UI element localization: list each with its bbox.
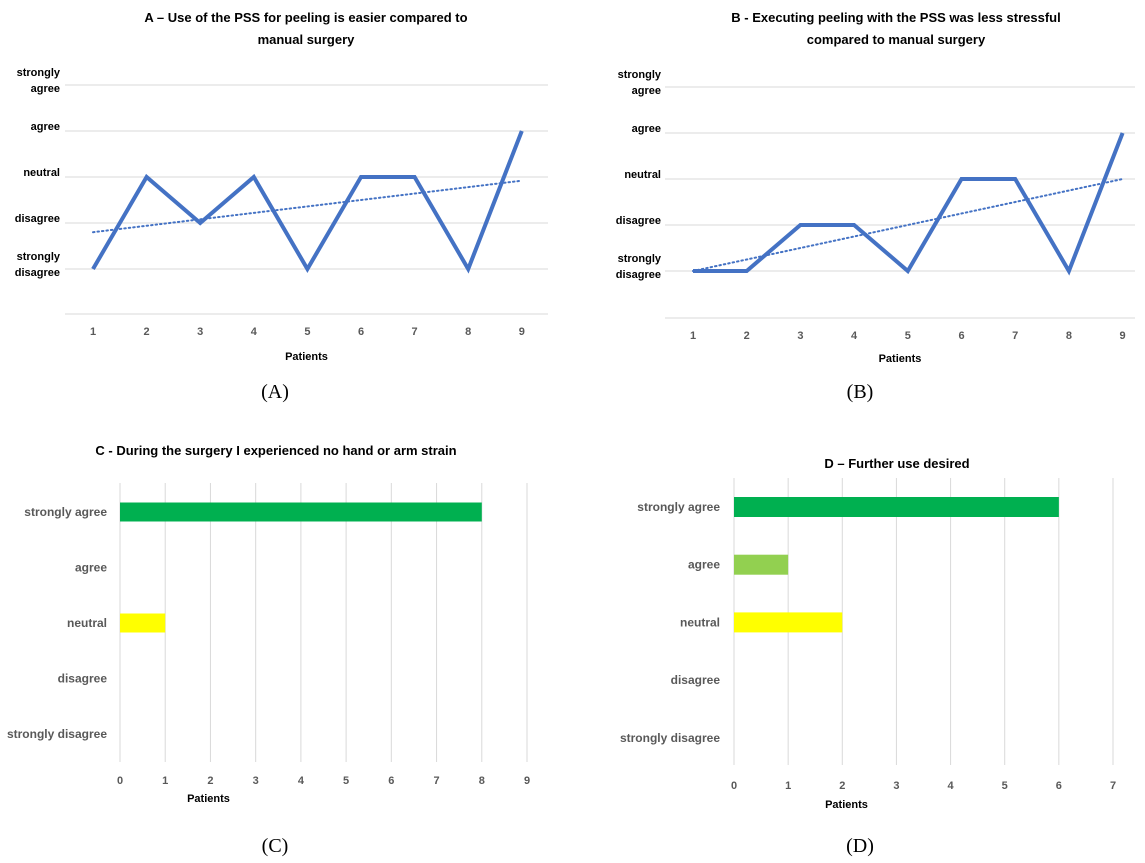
x-axis-label: Patients <box>285 351 328 363</box>
bar <box>734 497 1059 517</box>
x-tick-label: 7 <box>1110 780 1116 792</box>
bar <box>120 502 482 522</box>
x-tick-label: 8 <box>465 326 471 338</box>
x-tick-label: 4 <box>948 780 955 792</box>
x-tick-label: 3 <box>253 775 259 787</box>
x-tick-label: 1 <box>162 775 168 787</box>
bar <box>120 613 166 633</box>
y-tick-label: strongly <box>17 67 61 79</box>
y-tick-label: strongly agree <box>24 505 107 519</box>
x-tick-label: 6 <box>1056 780 1062 792</box>
x-tick-label: 3 <box>797 330 803 342</box>
y-tick-label: disagree <box>671 673 721 687</box>
x-tick-label: 7 <box>1012 330 1018 342</box>
x-tick-label: 2 <box>839 780 845 792</box>
chart-title-line: B - Executing peeling with the PSS was l… <box>731 10 1060 25</box>
x-tick-label: 6 <box>388 775 394 787</box>
y-tick-label: disagree <box>616 215 661 227</box>
x-tick-label: 2 <box>744 330 750 342</box>
chart-panel-b: B - Executing peeling with the PSS was l… <box>616 10 1135 403</box>
x-tick-label: 7 <box>412 326 418 338</box>
x-tick-label: 1 <box>690 330 696 342</box>
x-tick-label: 9 <box>524 775 530 787</box>
y-tick-label: agree <box>688 558 720 572</box>
y-tick-label: strongly disagree <box>620 731 720 745</box>
y-tick-label: disagree <box>616 269 661 281</box>
chart-title-line: compared to manual surgery <box>807 32 986 47</box>
x-tick-label: 0 <box>117 775 123 787</box>
chart-panel-a: A – Use of the PSS for peeling is easier… <box>15 10 548 403</box>
y-tick-label: agree <box>632 123 661 135</box>
x-tick-label: 5 <box>1002 780 1008 792</box>
chart-title-line: manual surgery <box>258 32 356 47</box>
y-tick-label: neutral <box>624 169 661 181</box>
series-line <box>693 132 1125 276</box>
x-tick-label: 8 <box>479 775 485 787</box>
panel-label: (A) <box>261 381 289 403</box>
y-tick-label: disagree <box>58 672 108 686</box>
x-tick-label: 9 <box>1120 330 1126 342</box>
x-tick-label: 6 <box>958 330 964 342</box>
trendline <box>92 179 523 234</box>
chart-title: C - During the surgery I experienced no … <box>95 443 456 458</box>
x-tick-label: 8 <box>1066 330 1072 342</box>
y-tick-label: agree <box>31 121 60 133</box>
y-tick-label: agree <box>632 85 661 97</box>
panel-label: (C) <box>262 835 289 857</box>
y-tick-label: disagree <box>15 267 60 279</box>
y-tick-label: disagree <box>15 213 60 225</box>
x-axis-label: Patients <box>187 793 230 805</box>
chart-title: D – Further use desired <box>824 456 969 471</box>
y-tick-label: agree <box>75 561 107 575</box>
chart-title-line: A – Use of the PSS for peeling is easier… <box>144 10 467 25</box>
bar <box>734 612 843 633</box>
panel-label: (B) <box>847 381 874 403</box>
x-tick-label: 9 <box>519 326 525 338</box>
x-tick-label: 0 <box>731 780 737 792</box>
x-tick-label: 4 <box>851 330 858 342</box>
x-tick-label: 3 <box>893 780 899 792</box>
x-tick-label: 3 <box>197 326 203 338</box>
panel-label: (D) <box>846 835 874 857</box>
y-tick-label: strongly agree <box>637 500 720 514</box>
x-tick-label: 2 <box>144 326 150 338</box>
bar <box>734 554 789 575</box>
x-tick-label: 1 <box>90 326 96 338</box>
series-line <box>91 130 524 274</box>
y-tick-label: strongly <box>618 253 662 265</box>
x-tick-label: 6 <box>358 326 364 338</box>
y-tick-label: agree <box>31 83 60 95</box>
y-tick-label: neutral <box>67 616 107 630</box>
y-tick-label: strongly <box>17 251 61 263</box>
chart-panel-d: D – Further use desired strongly agree agr… <box>620 456 1116 857</box>
x-tick-label: 5 <box>343 775 349 787</box>
x-tick-label: 5 <box>905 330 911 342</box>
x-axis-label: Patients <box>825 799 868 811</box>
x-tick-label: 5 <box>304 326 310 338</box>
x-tick-label: 4 <box>298 775 305 787</box>
x-axis-label: Patients <box>879 353 922 365</box>
x-tick-label: 4 <box>251 326 258 338</box>
y-tick-label: strongly <box>618 69 662 81</box>
chart-panel-c: C - During the surgery I experienced no … <box>7 443 530 857</box>
x-tick-label: 2 <box>207 775 213 787</box>
trendline <box>692 178 1124 272</box>
x-tick-label: 7 <box>433 775 439 787</box>
x-tick-label: 1 <box>785 780 791 792</box>
y-tick-label: neutral <box>680 615 720 629</box>
y-tick-label: strongly disagree <box>7 727 107 741</box>
y-tick-label: neutral <box>23 167 60 179</box>
